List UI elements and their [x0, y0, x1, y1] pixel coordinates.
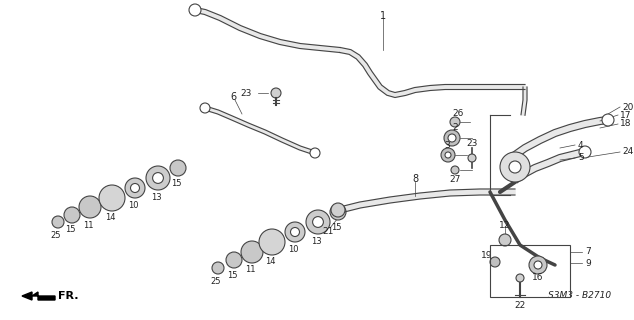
Circle shape — [189, 4, 201, 16]
Circle shape — [79, 196, 101, 218]
Circle shape — [259, 229, 285, 255]
Circle shape — [468, 154, 476, 162]
Text: 15: 15 — [171, 179, 181, 188]
Circle shape — [500, 152, 530, 182]
Polygon shape — [521, 87, 527, 115]
Circle shape — [52, 216, 64, 228]
Circle shape — [602, 114, 614, 126]
Polygon shape — [32, 292, 55, 300]
Text: 4: 4 — [578, 140, 584, 149]
Circle shape — [146, 166, 170, 190]
Text: 25: 25 — [51, 230, 61, 239]
Text: 27: 27 — [450, 175, 461, 185]
Text: 26: 26 — [452, 108, 463, 117]
Circle shape — [99, 185, 125, 211]
Text: 7: 7 — [585, 247, 591, 257]
Circle shape — [64, 207, 80, 223]
Circle shape — [516, 274, 524, 282]
Circle shape — [153, 172, 164, 183]
Circle shape — [271, 88, 281, 98]
Circle shape — [579, 146, 591, 158]
Circle shape — [290, 228, 299, 236]
Polygon shape — [513, 148, 586, 183]
Text: 14: 14 — [105, 213, 115, 222]
Text: 15: 15 — [331, 222, 341, 231]
Text: 21: 21 — [322, 228, 333, 236]
Text: 1: 1 — [380, 11, 386, 21]
Text: 3: 3 — [444, 140, 450, 149]
Circle shape — [170, 160, 186, 176]
Text: 2: 2 — [452, 124, 458, 132]
Text: 10: 10 — [288, 244, 298, 253]
Circle shape — [331, 203, 345, 217]
Circle shape — [509, 161, 521, 173]
Text: 8: 8 — [412, 174, 418, 184]
Polygon shape — [340, 48, 525, 98]
Text: 11: 11 — [83, 220, 93, 229]
Polygon shape — [22, 292, 32, 300]
Polygon shape — [513, 116, 609, 158]
Circle shape — [490, 257, 500, 267]
Text: 20: 20 — [622, 102, 633, 111]
Circle shape — [499, 234, 511, 246]
Circle shape — [534, 261, 542, 269]
Circle shape — [448, 134, 456, 142]
Circle shape — [241, 241, 263, 263]
Text: 15: 15 — [65, 226, 75, 235]
Circle shape — [226, 252, 242, 268]
Polygon shape — [339, 189, 515, 213]
Circle shape — [313, 217, 323, 228]
Text: 23: 23 — [467, 139, 477, 148]
Text: 14: 14 — [265, 258, 275, 267]
Text: 24: 24 — [622, 148, 633, 156]
Circle shape — [441, 148, 455, 162]
Circle shape — [212, 262, 224, 274]
Circle shape — [445, 152, 451, 158]
Text: FR.: FR. — [58, 291, 79, 301]
Text: 13: 13 — [311, 236, 321, 245]
Text: 22: 22 — [514, 300, 526, 309]
Text: S3M3 - B2710: S3M3 - B2710 — [548, 291, 611, 300]
Text: 9: 9 — [585, 259, 591, 268]
Text: 25: 25 — [210, 276, 221, 285]
Circle shape — [306, 210, 330, 234]
Circle shape — [131, 183, 139, 193]
Text: 10: 10 — [127, 201, 138, 210]
Polygon shape — [204, 106, 316, 155]
Circle shape — [285, 222, 305, 242]
Text: 19: 19 — [481, 251, 493, 260]
Bar — [490, 245, 570, 297]
Circle shape — [310, 148, 320, 158]
Text: 23: 23 — [241, 89, 252, 98]
Circle shape — [529, 256, 547, 274]
Text: 12: 12 — [500, 220, 511, 229]
Text: 13: 13 — [151, 193, 161, 202]
Circle shape — [125, 178, 145, 198]
Text: 11: 11 — [245, 266, 256, 275]
Circle shape — [200, 103, 210, 113]
Circle shape — [450, 117, 460, 127]
Text: 18: 18 — [620, 119, 631, 129]
Circle shape — [330, 204, 346, 220]
Polygon shape — [195, 8, 340, 52]
Text: 16: 16 — [533, 274, 544, 283]
Text: 15: 15 — [227, 270, 237, 279]
Text: 17: 17 — [620, 110, 631, 119]
Text: 5: 5 — [578, 154, 584, 163]
Text: 6: 6 — [230, 92, 236, 102]
Circle shape — [444, 130, 460, 146]
Circle shape — [451, 166, 459, 174]
